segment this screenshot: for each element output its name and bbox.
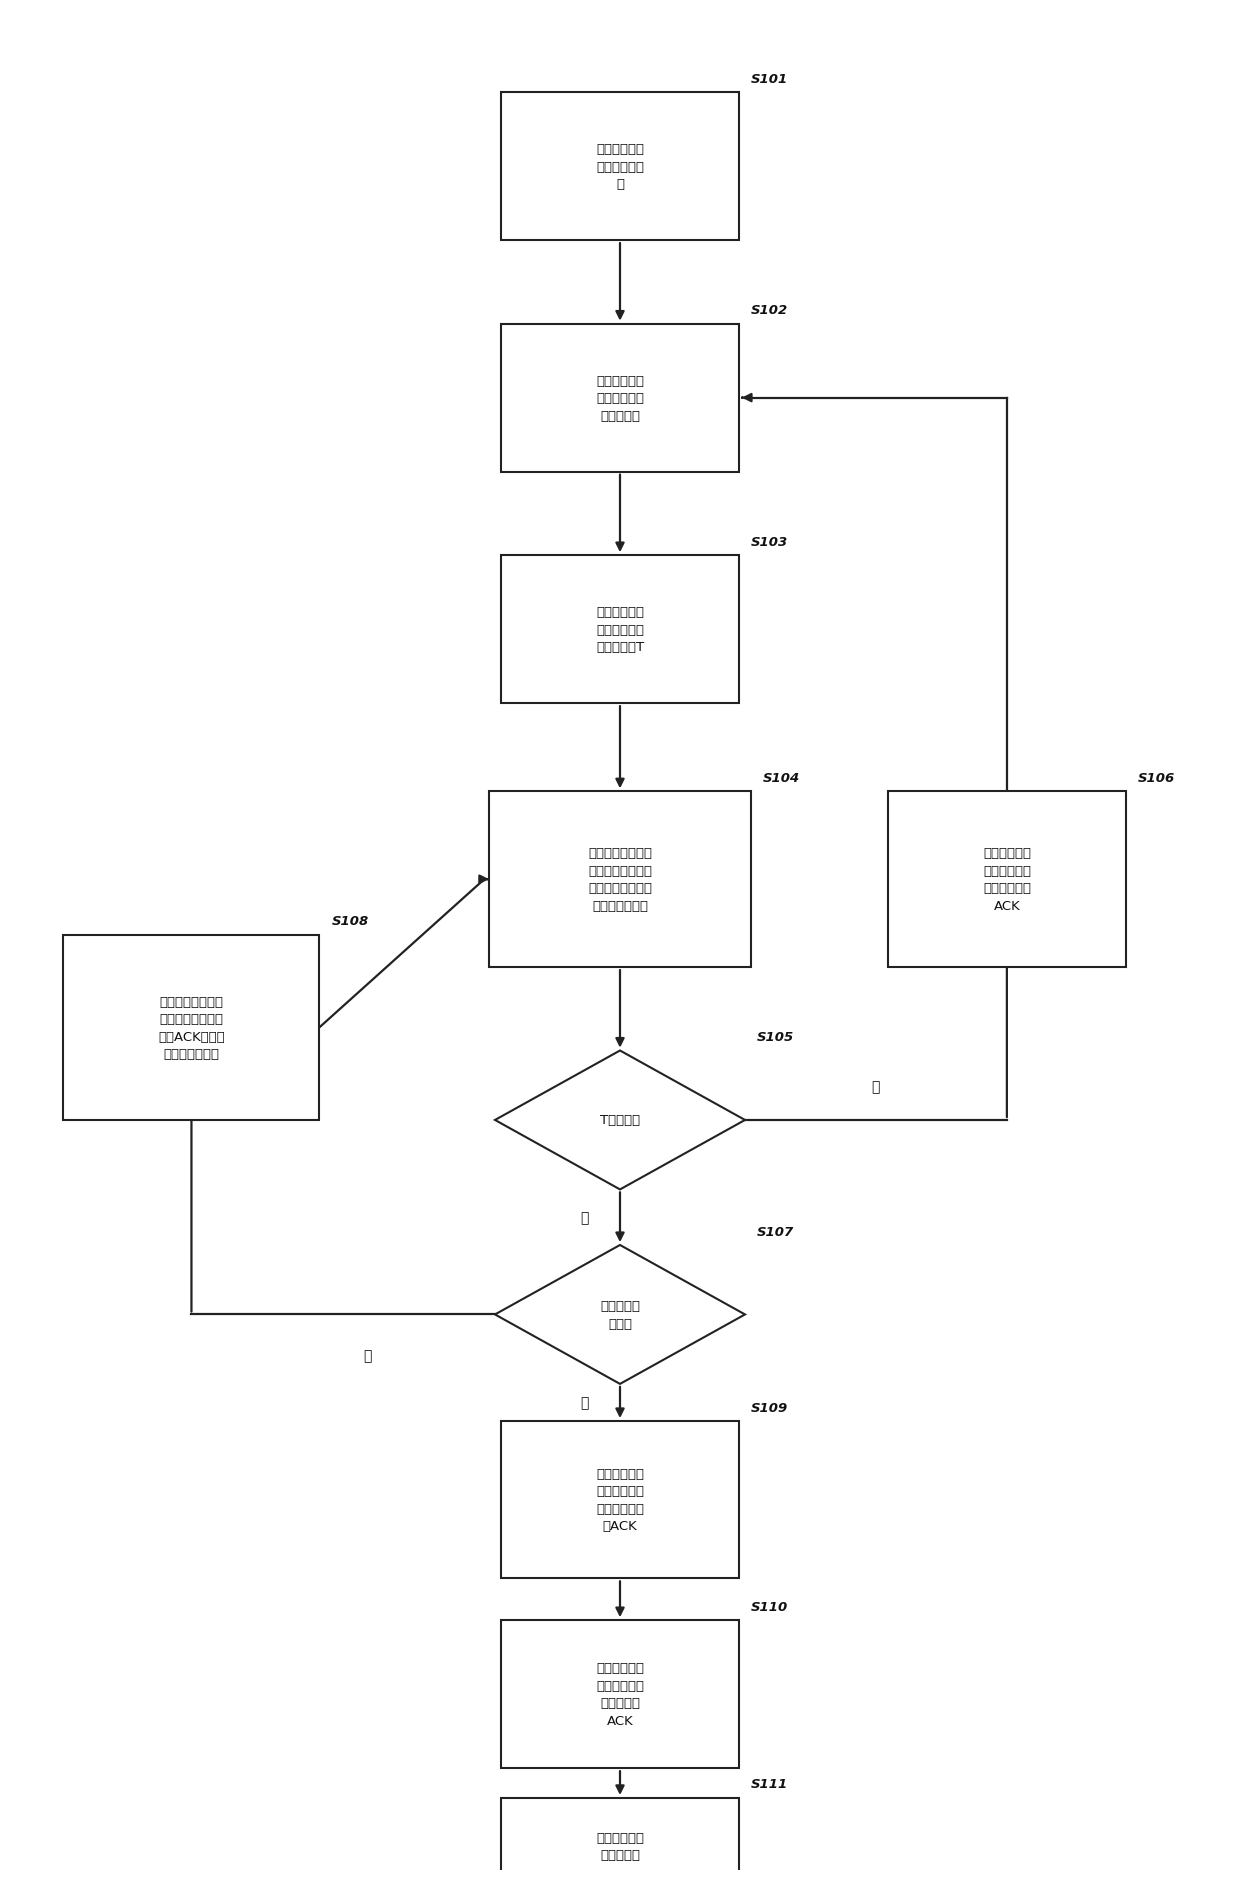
Text: S106: S106 <box>1138 771 1176 784</box>
Text: 业务应用层向
系统控制层反
馈上电成功
ACK: 业务应用层向 系统控制层反 馈上电成功 ACK <box>596 1662 644 1727</box>
Text: 否: 否 <box>580 1211 589 1224</box>
FancyBboxPatch shape <box>501 1798 739 1889</box>
Text: S108: S108 <box>331 914 368 927</box>
Text: 业务应用层向
系统控制层反
馈上电失败的
ACK: 业务应用层向 系统控制层反 馈上电失败的 ACK <box>983 846 1030 912</box>
FancyBboxPatch shape <box>501 93 739 242</box>
FancyBboxPatch shape <box>501 1621 739 1768</box>
Text: S110: S110 <box>751 1600 789 1613</box>
Text: S101: S101 <box>751 72 789 85</box>
FancyBboxPatch shape <box>888 791 1126 967</box>
FancyBboxPatch shape <box>489 791 751 967</box>
Text: 是: 是 <box>872 1081 880 1094</box>
Text: 系统控制层向
业务应用层发
送上电消息: 系统控制层向 业务应用层发 送上电消息 <box>596 374 644 423</box>
Text: 否: 否 <box>363 1349 371 1362</box>
Text: T是否超时: T是否超时 <box>600 1115 640 1128</box>
Text: 芯片检测是
否通过: 芯片检测是 否通过 <box>600 1300 640 1330</box>
FancyBboxPatch shape <box>501 1421 739 1579</box>
Text: S105: S105 <box>756 1031 794 1043</box>
Text: S104: S104 <box>763 771 800 784</box>
Text: 上电成功，系
统正常运行: 上电成功，系 统正常运行 <box>596 1830 644 1861</box>
FancyBboxPatch shape <box>501 325 739 472</box>
Text: S103: S103 <box>751 535 789 548</box>
Polygon shape <box>495 1245 745 1385</box>
FancyBboxPatch shape <box>63 935 320 1120</box>
Text: S109: S109 <box>751 1402 789 1413</box>
Polygon shape <box>495 1050 745 1190</box>
Text: 是: 是 <box>580 1396 589 1409</box>
Text: S102: S102 <box>751 304 789 317</box>
Text: S107: S107 <box>756 1224 794 1237</box>
Text: 信道板上电启
动，系统初始
化: 信道板上电启 动，系统初始 化 <box>596 144 644 191</box>
FancyBboxPatch shape <box>501 555 739 705</box>
Text: 业务应用层收
到上电消息，
启动定时器T: 业务应用层收 到上电消息， 启动定时器T <box>596 606 644 654</box>
Text: 芯片驱动层向
业务应用层反
馈芯片检测通
过ACK: 芯片驱动层向 业务应用层反 馈芯片检测通 过ACK <box>596 1468 644 1532</box>
Text: 业务应用层向芯片
驱动层发送芯片检
测消息，消息中包
含芯片的检测项: 业务应用层向芯片 驱动层发送芯片检 测消息，消息中包 含芯片的检测项 <box>588 846 652 912</box>
Text: S111: S111 <box>751 1778 789 1791</box>
Text: 监测层向业务应用
层反馈芯片检测未
通过ACK和芯片
未通过的检测项: 监测层向业务应用 层反馈芯片检测未 通过ACK和芯片 未通过的检测项 <box>157 996 224 1060</box>
